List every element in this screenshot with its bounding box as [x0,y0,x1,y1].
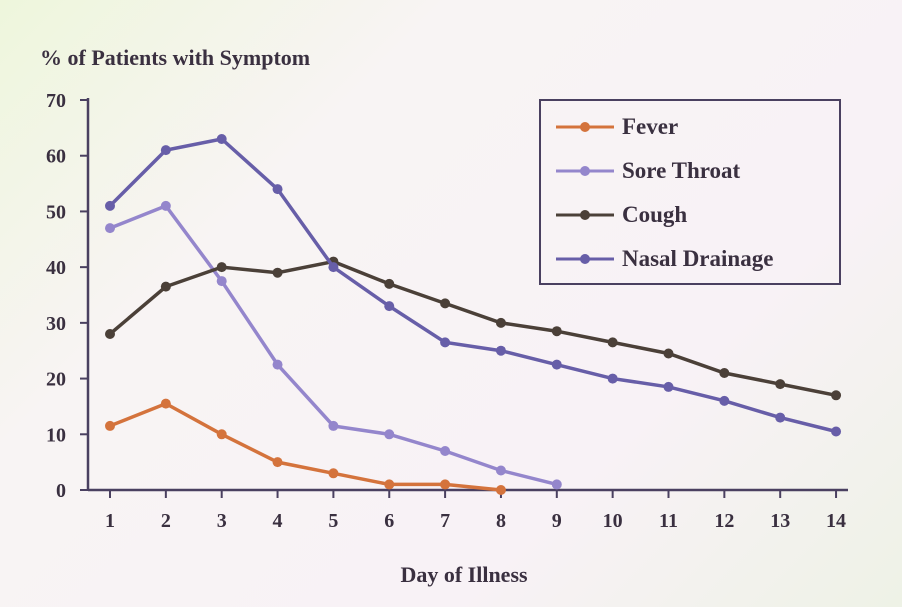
data-point [775,379,786,390]
data-point [105,420,115,431]
data-point [272,184,283,195]
data-point [495,317,506,328]
x-tick-label: 2 [161,510,171,532]
data-point [160,281,171,292]
data-point [440,479,451,490]
legend-label: Cough [622,202,687,227]
x-tick-label: 10 [603,510,623,532]
data-point [105,329,115,339]
data-point [775,412,786,423]
x-tick-label: 4 [273,510,283,532]
data-point [328,420,339,431]
data-point [551,359,562,370]
data-point [440,298,451,309]
series-line [108,137,837,434]
legend-label: Fever [622,114,678,139]
x-tick-label: 13 [770,510,790,532]
data-point [384,479,395,490]
data-point [607,373,618,384]
series-nasal-drainage [105,134,842,437]
legend-label: Sore Throat [622,158,741,183]
x-tick-label: 11 [659,510,678,532]
data-point [384,301,395,312]
chart-title: % of Patients with Symptom [40,45,310,70]
y-tick-label: 10 [46,424,66,446]
data-point [216,262,227,273]
series-line [109,203,558,487]
data-point [663,348,674,359]
series-sore-throat [105,200,562,490]
data-point [719,395,730,406]
data-point [384,278,395,289]
x-tick-label: 12 [714,510,734,532]
legend-swatch-marker [580,122,590,132]
data-point [551,479,562,490]
data-point [440,337,451,348]
x-tick-label: 14 [826,510,846,532]
data-point [160,145,171,156]
data-point [216,429,227,440]
data-point [831,426,842,437]
legend-box [539,99,841,285]
y-tick-label: 60 [46,146,66,168]
legend-label: Nasal Drainage [622,246,773,271]
data-point [495,485,506,495]
legend: Fever Sore Throat Cough Nasal Drainage [539,99,841,285]
series-line [109,401,502,492]
x-axis-label: Day of Illness [400,562,528,587]
data-point [328,468,339,479]
data-point [216,134,227,144]
x-tick-label: 1 [105,510,115,532]
y-tick-label: 30 [46,313,66,335]
legend-swatch-marker [580,210,590,220]
data-point [719,368,730,378]
data-point [831,390,842,401]
data-point [160,200,171,211]
series-cough [105,256,842,401]
data-point [160,398,171,409]
data-point [272,267,283,278]
x-tick-label: 7 [440,510,450,532]
y-tick-label: 50 [46,201,66,223]
data-point [663,381,674,392]
data-point [272,457,283,468]
series-fever [105,398,506,495]
y-tick-label: 20 [46,369,66,391]
data-point [384,429,395,440]
y-tick-label: 70 [46,90,66,112]
data-point [272,359,283,370]
data-point [495,465,506,476]
x-tick-label: 9 [552,510,562,532]
data-point [105,200,115,211]
legend-swatch-marker [580,254,590,264]
data-point [440,446,451,456]
data-point [105,223,115,234]
series-line [108,259,837,398]
series-group [105,134,842,495]
data-point [216,276,227,287]
data-point [551,326,562,337]
y-tick-label: 0 [56,480,66,502]
x-tick-label: 8 [496,510,506,532]
x-tick-label: 6 [384,510,394,532]
x-tick-label: 3 [217,510,227,532]
data-point [607,337,618,348]
legend-swatch-marker [580,166,590,176]
x-tick-label: 5 [328,510,338,532]
y-tick-label: 40 [46,257,66,279]
data-point [495,345,506,356]
data-point [328,262,339,273]
